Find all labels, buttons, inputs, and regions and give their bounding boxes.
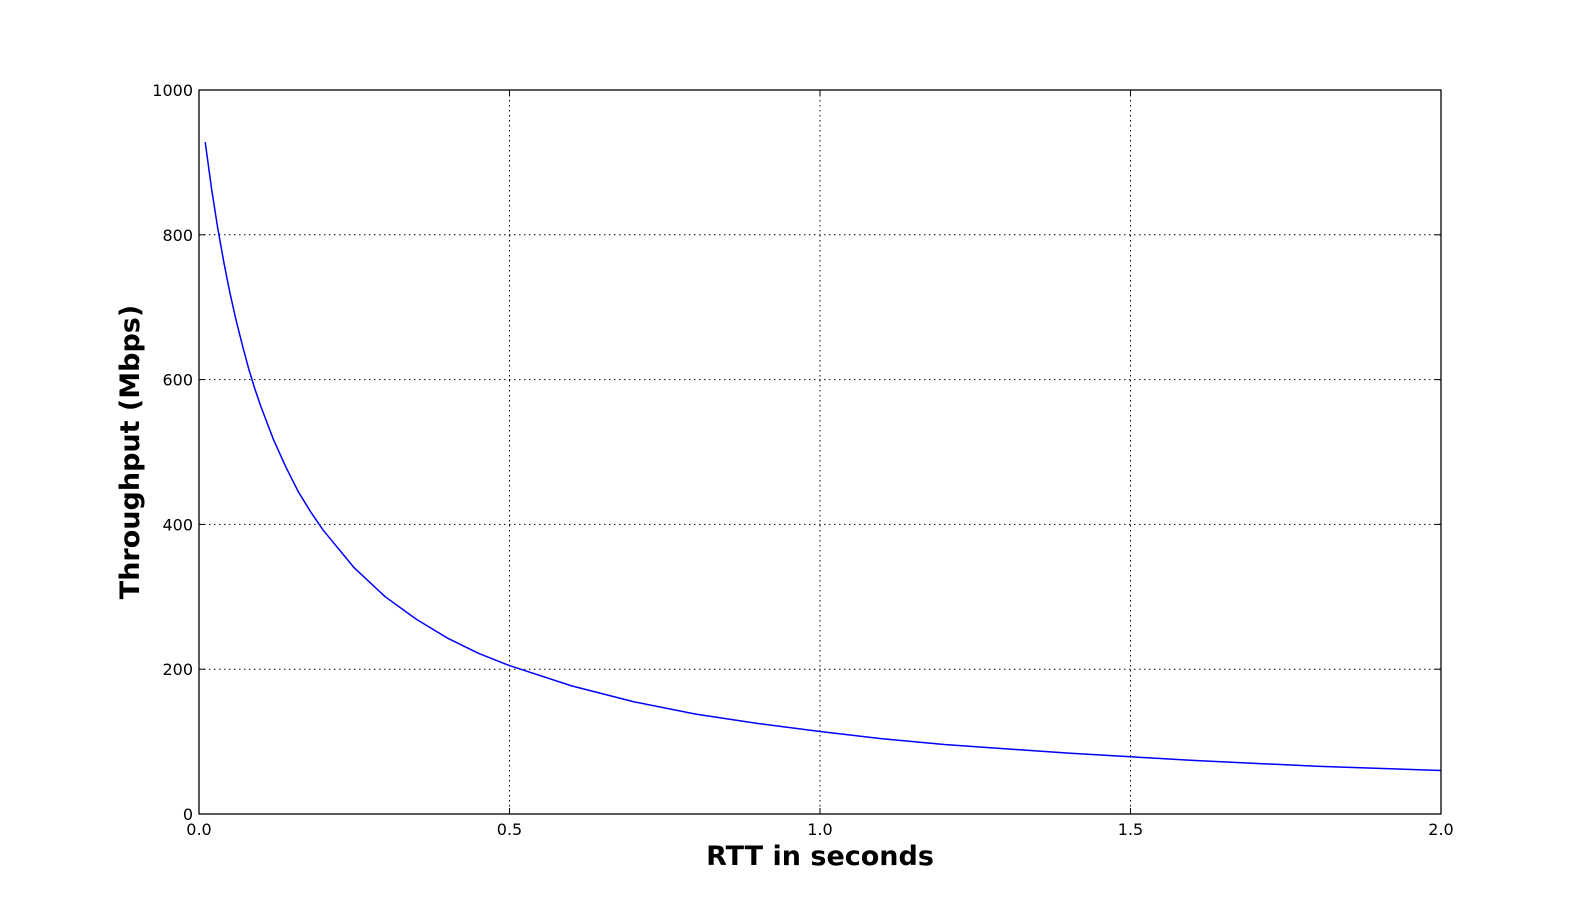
y-tick-label: 600: [162, 371, 193, 390]
x-tick-label: 1.5: [1118, 820, 1143, 839]
axis-tick-labels: 0.0 0.5 1.0 1.5 2.0 0 200 400 600 800 1000: [152, 81, 1453, 839]
data-series: [204, 142, 1442, 772]
y-tick-label: 800: [162, 226, 193, 245]
x-axis-title: RTT in seconds: [706, 841, 934, 872]
series-line-0: [204, 142, 1442, 772]
y-tick-label: 400: [162, 515, 193, 534]
x-tick-label: 0.0: [186, 820, 211, 839]
axis-ticks: [198, 89, 1442, 815]
x-tick-label: 1.0: [807, 820, 832, 839]
y-tick-label: 1000: [152, 81, 193, 100]
y-tick-label: 0: [183, 805, 193, 824]
y-axis-title: Throughput (Mbps): [115, 305, 146, 599]
x-tick-label: 2.0: [1428, 820, 1453, 839]
x-tick-label: 0.5: [497, 820, 522, 839]
grid-lines: [199, 90, 1441, 814]
y-tick-label: 200: [162, 660, 193, 679]
